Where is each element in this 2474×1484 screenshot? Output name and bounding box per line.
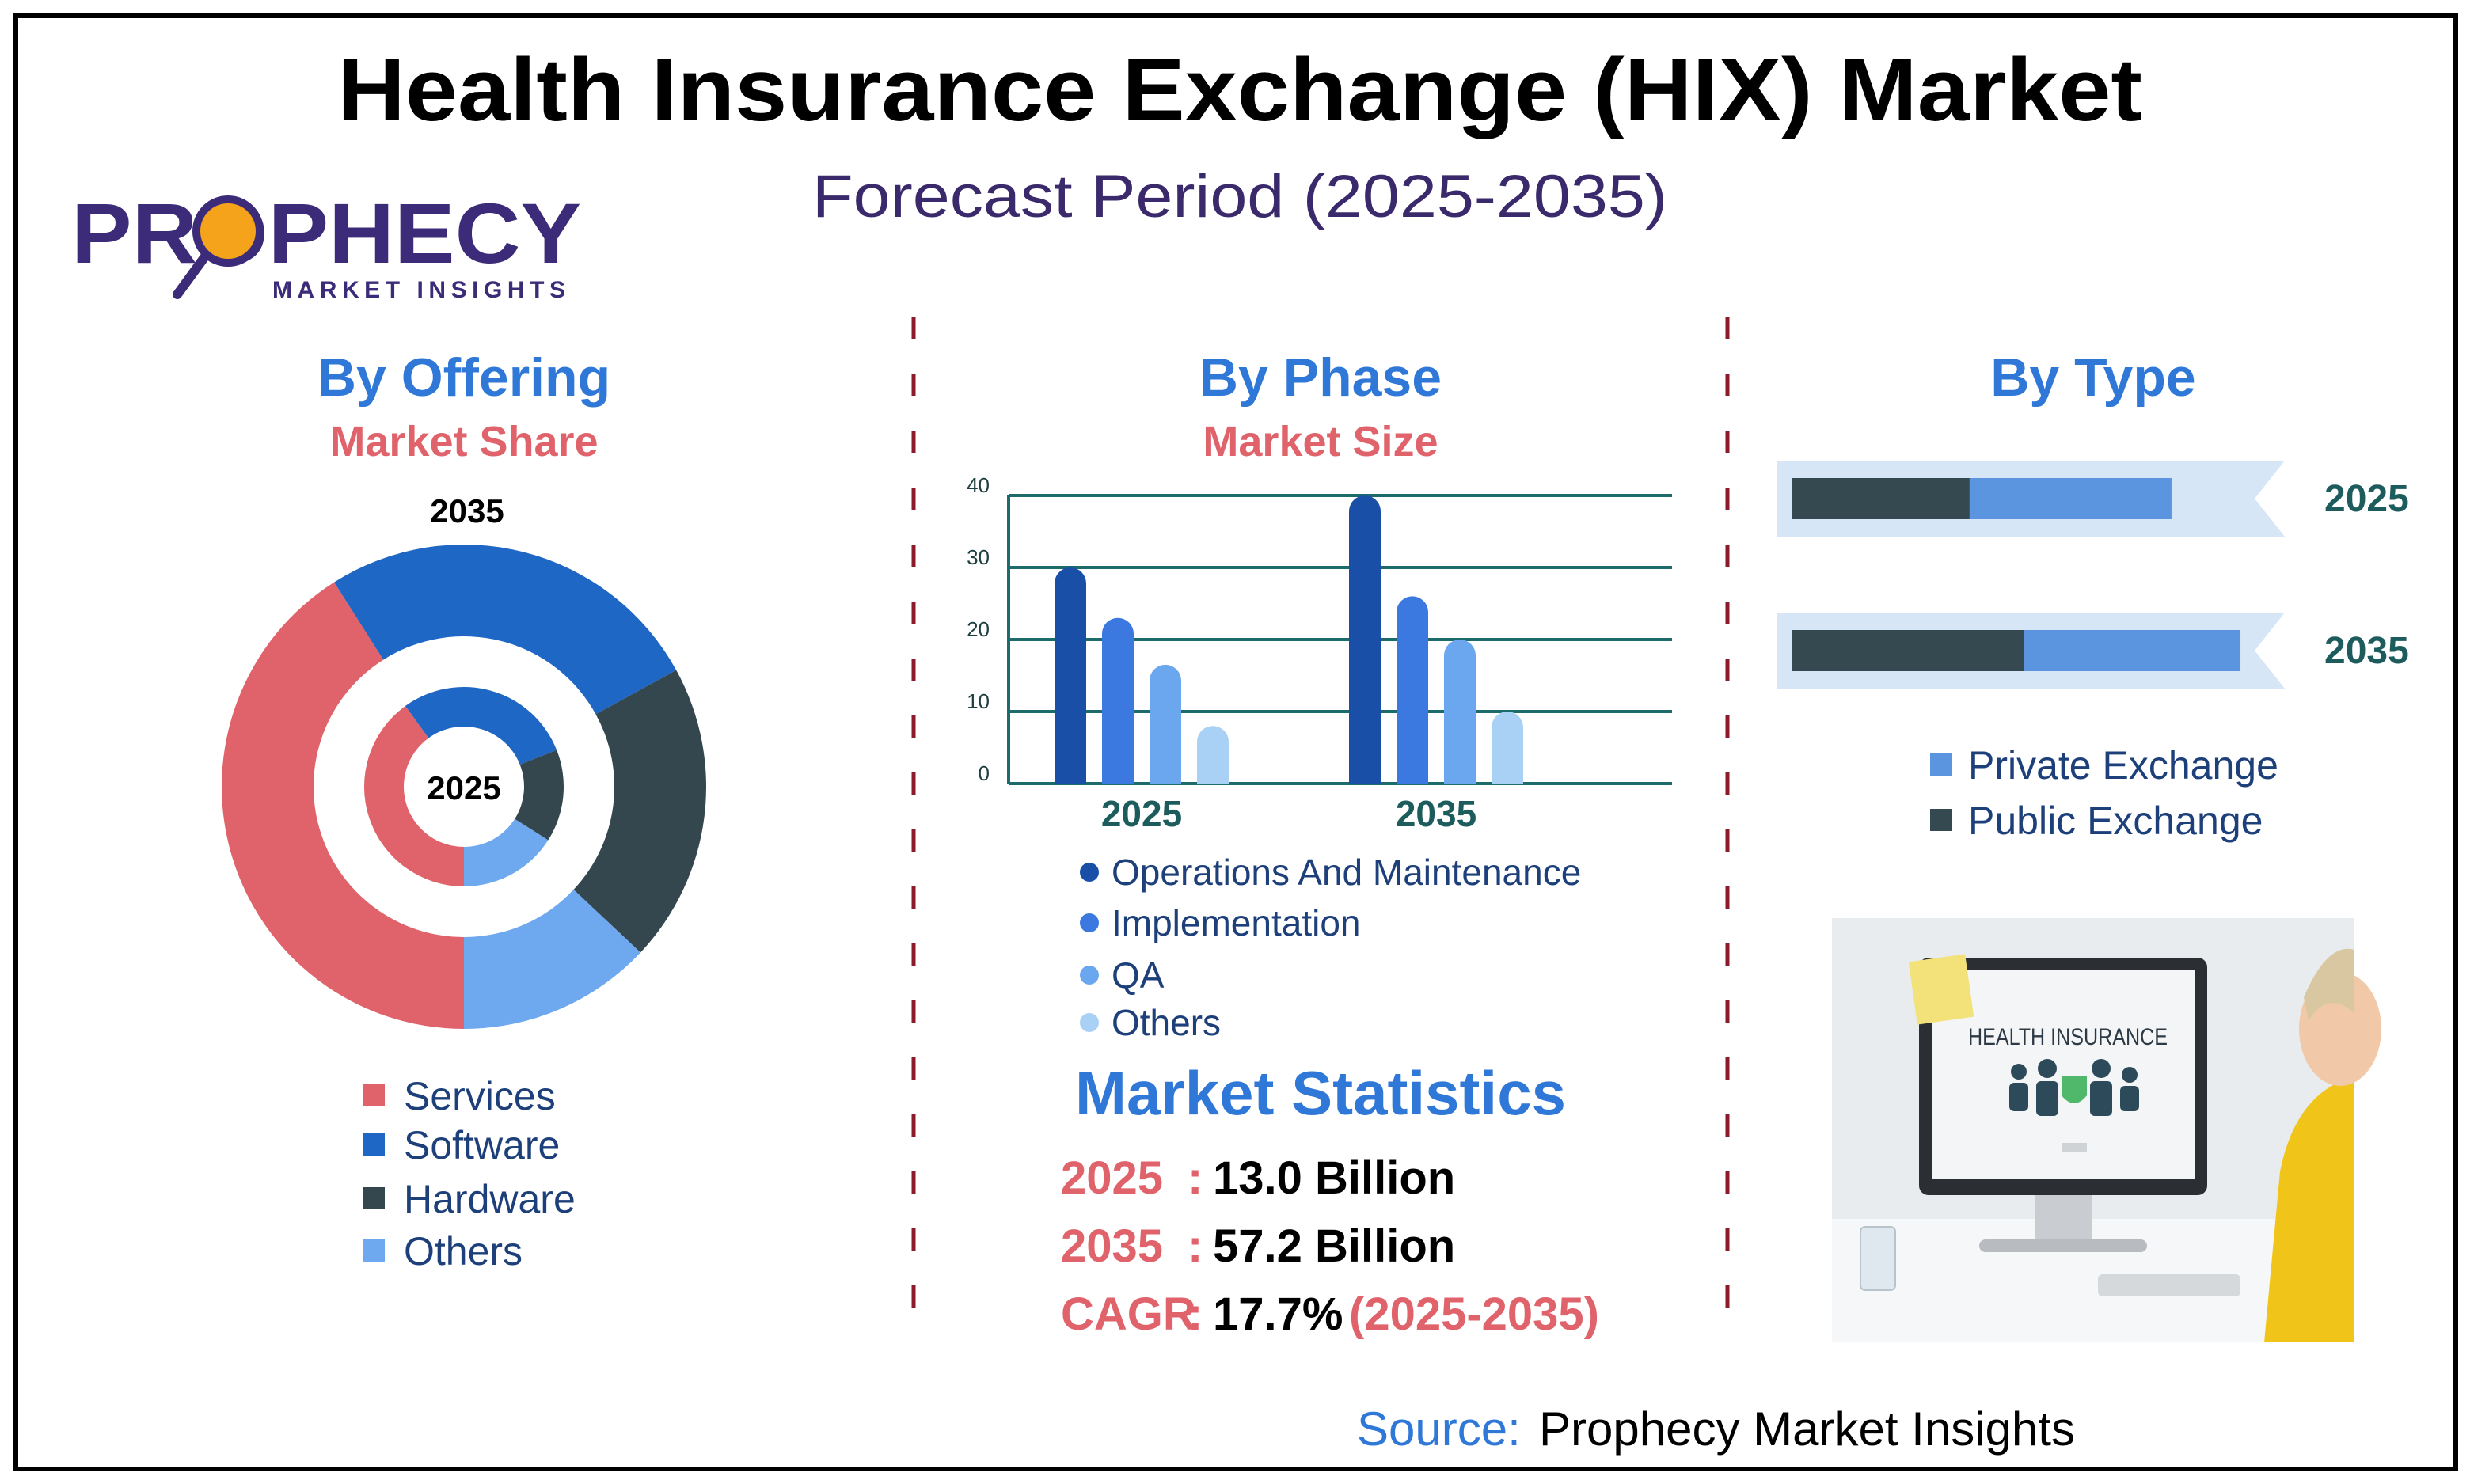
y-tick-label: 40: [967, 473, 990, 497]
legend-swatch: [1080, 966, 1099, 985]
bar: [1349, 495, 1381, 784]
legend-label: QA: [1112, 955, 1165, 996]
panel-title: By Phase: [1199, 347, 1442, 408]
stats-label: 2025: [1061, 1152, 1163, 1204]
screen-button: [2062, 1143, 2087, 1152]
donut-segment: [405, 686, 557, 765]
canvas: Health Insurance Exchange (HIX) Market F…: [13, 13, 2458, 1471]
ring-label: 2025: [427, 769, 500, 807]
glass: [1860, 1226, 1896, 1291]
y-tick-label: 10: [967, 689, 990, 713]
legend-swatch: [363, 1084, 385, 1106]
legend-label: Private Exchange: [1968, 743, 2278, 788]
stats-separator: :: [1188, 1220, 1203, 1272]
legend-swatch: [1930, 809, 1952, 831]
bar: [1197, 726, 1229, 784]
y-tick-label: 30: [967, 545, 990, 569]
legend-label: Software: [404, 1123, 560, 1167]
legend-swatch: [1930, 753, 1952, 776]
stats-separator: :: [1188, 1289, 1203, 1340]
legend-label: Others: [1112, 1002, 1221, 1043]
screen-text: HEALTH INSURANCE: [1968, 1024, 2168, 1050]
category-label: 2035: [2324, 630, 2409, 672]
x-tick-label: 2035: [1396, 793, 1476, 834]
logo-tagline: MARKET INSIGHTS: [272, 277, 565, 303]
family-icon: [2009, 1059, 2139, 1116]
legend-label: Services: [404, 1074, 556, 1118]
bar: [1444, 640, 1476, 784]
keyboard: [2098, 1274, 2240, 1296]
bar: [1102, 617, 1134, 784]
stats-label: CAGR: [1061, 1289, 1196, 1340]
y-tick-label: 20: [967, 617, 990, 641]
donut-segment: [464, 890, 641, 1029]
page-title: Health Insurance Exchange (HIX) Market: [337, 40, 2142, 139]
bar: [1397, 596, 1428, 784]
donut-segment: [573, 670, 706, 953]
legend-swatch: [363, 1187, 385, 1209]
source-label: Source:: [1357, 1402, 1521, 1456]
donut-segment: [222, 582, 464, 1029]
panel-subtitle: Market Size: [1203, 418, 1438, 465]
person-hair: [2304, 948, 2354, 1021]
stats-separator: :: [1188, 1152, 1203, 1204]
logo-handle: [173, 249, 212, 299]
logo-lens: [192, 195, 264, 267]
legend-label: Others: [404, 1229, 523, 1273]
legend-label: Implementation: [1112, 902, 1361, 943]
photo: HEALTH INSURANCE: [1832, 918, 2381, 1342]
bar: [1150, 664, 1181, 784]
panel-title: By Type: [1990, 347, 2195, 408]
donut-segment: [363, 706, 464, 886]
ring-label: 2035: [430, 492, 504, 529]
bar-segment: [2024, 630, 2241, 671]
logo-name: PROPHECY: [71, 185, 581, 281]
stats-value: 57.2 Billion: [1213, 1220, 1455, 1272]
stats-label: 2035: [1061, 1220, 1163, 1272]
legend-swatch: [1080, 1013, 1099, 1032]
donut-segment: [464, 818, 549, 886]
panel-title: By Offering: [317, 347, 610, 408]
legend-swatch: [363, 1239, 385, 1262]
x-tick-label: 2025: [1101, 793, 1182, 834]
category-label: 2025: [2324, 478, 2409, 520]
page-subtitle: Forecast Period (2025-2035): [812, 163, 1667, 230]
person-shirt: [2264, 1076, 2354, 1342]
donut-segment: [334, 545, 677, 715]
legend-label: Operations And Maintenance: [1112, 852, 1581, 893]
stand: [2035, 1195, 2092, 1243]
stats-value: 17.7%: [1213, 1289, 1343, 1340]
bar: [1055, 567, 1086, 784]
shield: [2062, 1076, 2087, 1103]
bar-segment: [1969, 478, 2172, 519]
legend-swatch: [1080, 913, 1099, 932]
legend-label: Hardware: [404, 1177, 576, 1221]
panel-subtitle: Market Share: [329, 418, 598, 465]
bar-segment: [1792, 630, 2024, 671]
legend-label: Public Exchange: [1968, 799, 2263, 843]
sticky-note: [1908, 954, 1974, 1025]
y-tick-label: 0: [979, 761, 990, 785]
bar-segment: [1792, 478, 1970, 519]
source-name: Prophecy Market Insights: [1539, 1402, 2075, 1456]
donut-segment: [515, 750, 564, 841]
bar: [1492, 712, 1523, 784]
stand-base: [1979, 1239, 2147, 1252]
legend-swatch: [363, 1133, 385, 1156]
legend-swatch: [1080, 863, 1099, 882]
stats-title: Market Statistics: [1075, 1058, 1566, 1128]
stats-period: (2025-2035): [1349, 1289, 1599, 1340]
stats-value: 13.0 Billion: [1213, 1152, 1455, 1204]
